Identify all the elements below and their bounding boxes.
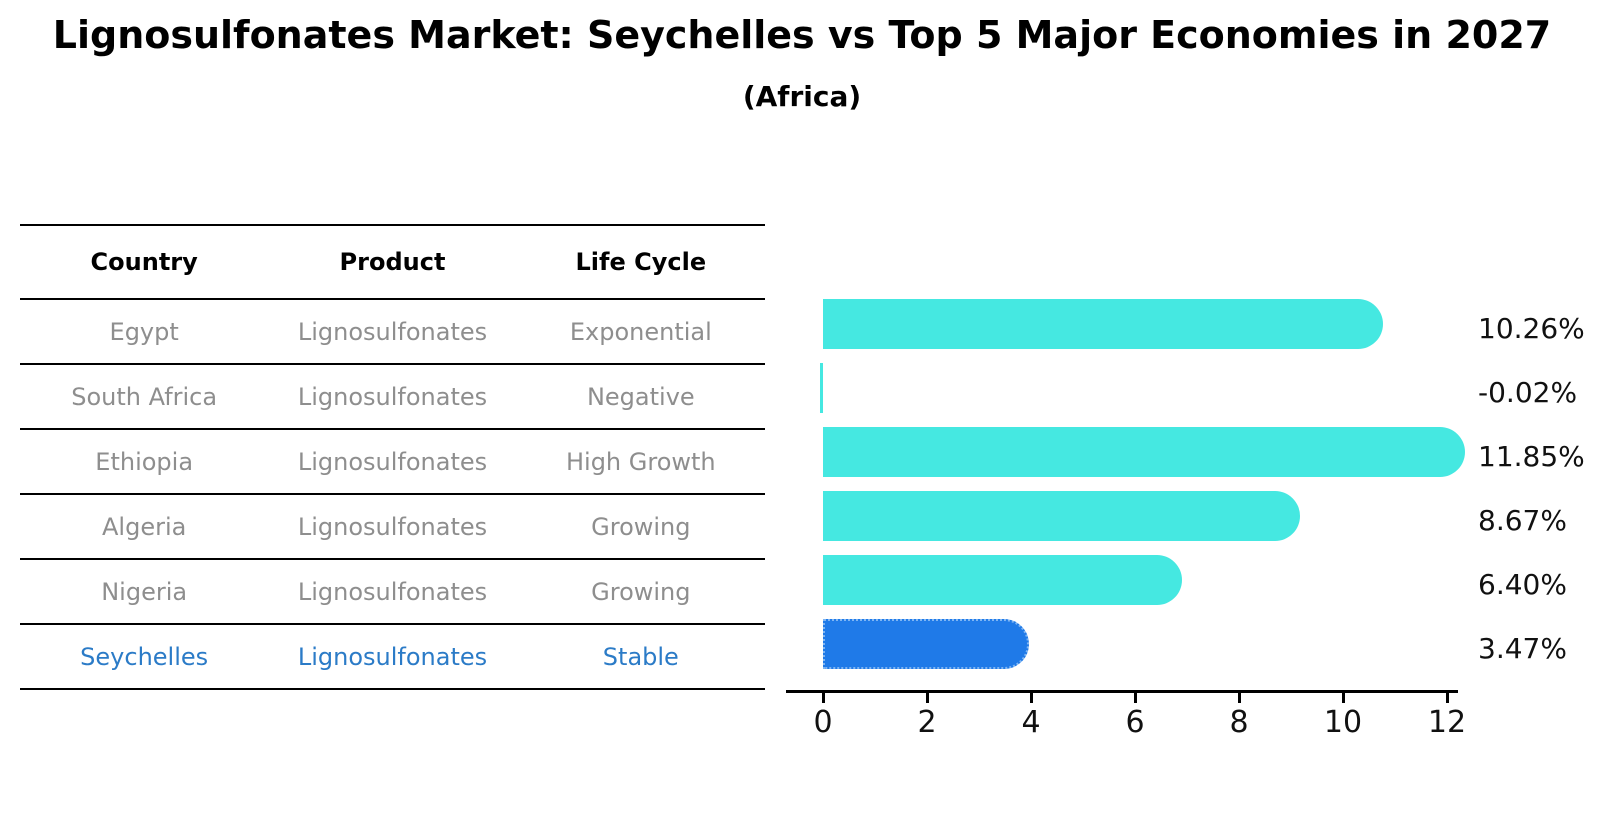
value-label-algeria: 8.67% xyxy=(1478,504,1567,537)
bar-nigeria xyxy=(823,555,1182,605)
cell-country: Nigeria xyxy=(101,577,188,606)
header-country: Country xyxy=(90,248,198,276)
x-tick xyxy=(1134,693,1137,703)
cell-country: Seychelles xyxy=(80,642,209,671)
x-tick xyxy=(1342,693,1345,703)
value-label-seychelles: 3.47% xyxy=(1478,632,1567,665)
cell-product: Lignosulfonates xyxy=(297,447,488,476)
cell-country: Egypt xyxy=(109,317,179,346)
comparison-table: Country Product Life Cycle Egypt Lignosu… xyxy=(20,224,765,690)
x-tick xyxy=(1238,693,1241,703)
cell-country: Algeria xyxy=(102,512,187,541)
value-label-egypt: 10.26% xyxy=(1478,312,1585,345)
table-row-egypt: Egypt Lignosulfonates Exponential xyxy=(20,300,765,365)
cell-product: Lignosulfonates xyxy=(297,382,488,411)
table-row-seychelles: Seychelles Lignosulfonates Stable xyxy=(20,625,765,690)
table-row-south-africa: South Africa Lignosulfonates Negative xyxy=(20,365,765,430)
table-row-ethiopia: Ethiopia Lignosulfonates High Growth xyxy=(20,430,765,495)
bar-algeria xyxy=(823,491,1300,541)
bar-egypt xyxy=(823,299,1383,349)
x-tick-label: 12 xyxy=(1427,705,1467,740)
bar-south-africa xyxy=(820,363,823,413)
table-row-nigeria: Nigeria Lignosulfonates Growing xyxy=(20,560,765,625)
x-tick-label: 6 xyxy=(1125,705,1145,740)
x-tick-label: 10 xyxy=(1323,705,1363,740)
x-tick-label: 8 xyxy=(1229,705,1249,740)
chart-title: Lignosulfonates Market: Seychelles vs To… xyxy=(52,13,1552,57)
value-label-south-africa: -0.02% xyxy=(1478,376,1578,409)
table-header-row: Country Product Life Cycle xyxy=(20,226,765,300)
cell-country: South Africa xyxy=(71,382,218,411)
cell-product: Lignosulfonates xyxy=(297,642,488,671)
cell-life-cycle: Growing xyxy=(591,512,691,541)
cell-life-cycle: Exponential xyxy=(569,317,712,346)
bar-seychelles xyxy=(823,619,1030,669)
cell-life-cycle: Stable xyxy=(602,642,679,671)
header-product: Product xyxy=(339,248,446,276)
table-row-algeria: Algeria Lignosulfonates Growing xyxy=(20,495,765,560)
x-tick xyxy=(1030,693,1033,703)
x-tick xyxy=(1446,693,1449,703)
x-tick-label: 4 xyxy=(1021,705,1041,740)
cell-life-cycle: High Growth xyxy=(565,447,716,476)
cell-product: Lignosulfonates xyxy=(297,512,488,541)
x-tick-label: 0 xyxy=(813,705,833,740)
cell-product: Lignosulfonates xyxy=(297,577,488,606)
header-life-cycle: Life Cycle xyxy=(575,248,707,276)
value-label-ethiopia: 11.85% xyxy=(1478,440,1585,473)
bar-ethiopia xyxy=(823,427,1466,477)
x-tick xyxy=(926,693,929,703)
x-tick xyxy=(822,693,825,703)
value-label-nigeria: 6.40% xyxy=(1478,568,1567,601)
x-axis-line xyxy=(786,690,1458,693)
cell-life-cycle: Growing xyxy=(591,577,691,606)
cell-product: Lignosulfonates xyxy=(297,317,488,346)
cell-country: Ethiopia xyxy=(95,447,194,476)
chart-subtitle: (Africa) xyxy=(742,80,862,113)
x-tick-label: 2 xyxy=(917,705,937,740)
cell-life-cycle: Negative xyxy=(586,382,695,411)
